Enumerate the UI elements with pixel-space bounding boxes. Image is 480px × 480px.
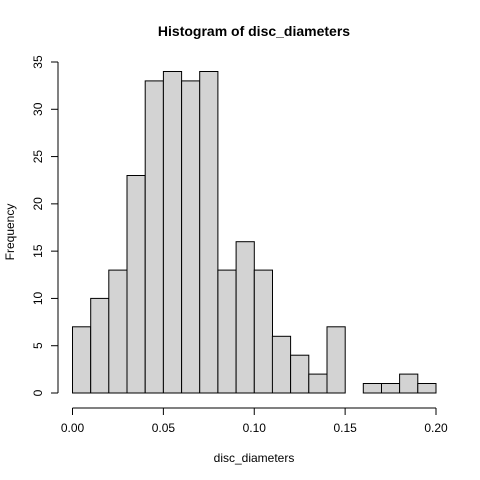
histogram-bar xyxy=(235,241,255,394)
histogram-bar xyxy=(181,80,201,394)
y-axis-label: Frequency xyxy=(3,204,17,261)
y-tick-label: 0 xyxy=(31,389,45,396)
y-tick-label: 10 xyxy=(31,291,45,305)
histogram-bar xyxy=(217,269,237,394)
histogram-bar xyxy=(253,269,274,394)
histogram-bar xyxy=(290,354,310,394)
histogram-bar xyxy=(326,326,346,394)
x-tick-label: 0.15 xyxy=(333,421,357,435)
histogram-bar xyxy=(308,373,328,394)
y-tick-label: 25 xyxy=(31,150,45,164)
histogram-bar xyxy=(199,71,219,394)
y-tick-label: 30 xyxy=(31,102,45,116)
x-tick-label: 0.00 xyxy=(61,421,85,435)
x-tick-label: 0.10 xyxy=(243,421,267,435)
x-tick-label: 0.05 xyxy=(152,421,176,435)
histogram-bar xyxy=(162,71,183,394)
bars-group xyxy=(72,71,437,394)
histogram-bar xyxy=(126,175,146,394)
x-axis: 0.00 0.05 0.10 0.15 0.20 xyxy=(61,407,448,435)
histogram-bar xyxy=(362,383,382,394)
y-tick-label: 5 xyxy=(31,342,45,349)
histogram-bar xyxy=(108,269,128,394)
histogram-bar xyxy=(90,297,110,394)
histogram-bar xyxy=(417,383,437,394)
x-tick-label: 0.20 xyxy=(424,421,448,435)
y-tick-label: 20 xyxy=(31,197,45,211)
x-axis-label: disc_diameters xyxy=(214,451,295,465)
histogram-bar xyxy=(144,80,164,394)
histogram-bar xyxy=(381,383,401,394)
chart-title: Histogram of disc_diameters xyxy=(158,23,350,39)
y-tick-label: 15 xyxy=(31,244,45,258)
y-tick-label: 35 xyxy=(31,55,45,69)
histogram-bar xyxy=(72,326,92,394)
y-axis: 0 5 10 15 20 25 30 35 xyxy=(31,55,59,396)
histogram-bar xyxy=(271,335,292,394)
histogram-bar xyxy=(399,373,419,394)
